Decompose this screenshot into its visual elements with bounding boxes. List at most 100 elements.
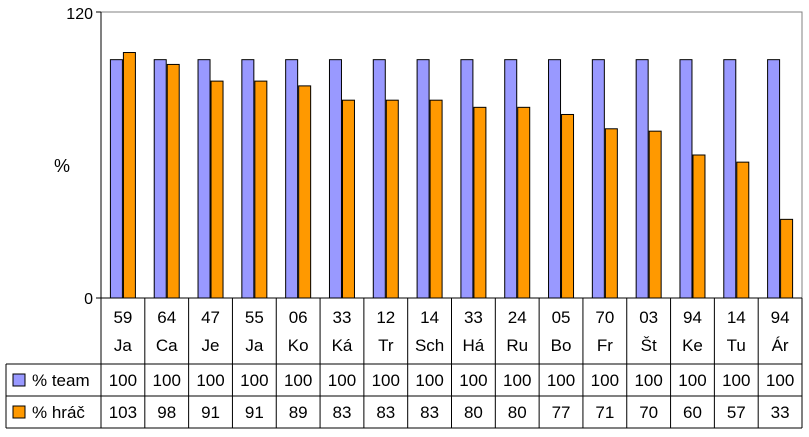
table-cell-team-6: 100 [372, 371, 400, 390]
bar-team-15 [767, 59, 781, 299]
bar-team-2 [197, 59, 211, 299]
category-label-11-1: Fr [597, 336, 613, 355]
bar-team-4 [285, 59, 299, 299]
table-cell-hrac-1: 98 [157, 403, 176, 422]
category-label-10-1: Bo [551, 336, 572, 355]
bar-hrac-0 [122, 52, 136, 299]
category-label-0-1: Ja [114, 336, 133, 355]
bar-team-0 [109, 59, 123, 299]
table-cell-team-5: 100 [328, 371, 356, 390]
category-label-3-1: Ja [245, 336, 264, 355]
table-cell-team-3: 100 [240, 371, 268, 390]
legend-swatch-team [12, 373, 26, 387]
bar-hrac-13 [692, 154, 706, 299]
y-axis-label: % [54, 156, 70, 176]
y-tick-max: 120 [66, 6, 93, 23]
category-label-1-1: Ca [156, 336, 178, 355]
category-label-1-0: 64 [157, 308, 176, 327]
table-cell-team-2: 100 [196, 371, 224, 390]
bar-team-12 [635, 59, 649, 299]
bar-team-13 [679, 59, 693, 299]
category-label-15-1: Ár [772, 336, 789, 355]
table-cell-hrac-0: 103 [109, 403, 137, 422]
legend-label-team: % team [32, 371, 90, 390]
category-label-6-1: Tr [378, 336, 394, 355]
bar-team-7 [416, 59, 430, 299]
table-cell-hrac-9: 80 [508, 403, 527, 422]
category-label-9-0: 24 [508, 308, 527, 327]
category-label-11-0: 70 [595, 308, 614, 327]
bar-team-5 [328, 59, 342, 299]
bar-team-1 [153, 59, 167, 299]
table-cell-team-15: 100 [766, 371, 794, 390]
y-tick-min: 0 [84, 291, 93, 308]
category-label-13-1: Ke [682, 336, 703, 355]
table-cell-hrac-14: 57 [727, 403, 746, 422]
bar-hrac-8 [473, 106, 487, 299]
bar-hrac-5 [341, 99, 355, 299]
category-label-4-1: Ko [288, 336, 309, 355]
category-label-15-0: 94 [771, 308, 790, 327]
bar-hrac-6 [385, 99, 399, 299]
category-label-2-1: Je [202, 336, 220, 355]
bar-hrac-4 [298, 85, 312, 299]
category-label-7-1: Sch [415, 336, 444, 355]
table-cell-team-4: 100 [284, 371, 312, 390]
bar-hrac-1 [166, 63, 180, 299]
table-cell-hrac-15: 33 [771, 403, 790, 422]
table-cell-team-0: 100 [109, 371, 137, 390]
table-cell-hrac-7: 83 [420, 403, 439, 422]
category-label-2-0: 47 [201, 308, 220, 327]
category-label-7-0: 14 [420, 308, 439, 327]
bar-team-10 [548, 59, 562, 299]
table-cell-hrac-3: 91 [245, 403, 264, 422]
table-cell-hrac-10: 77 [552, 403, 571, 422]
bar-hrac-11 [604, 128, 618, 299]
table-cell-team-9: 100 [503, 371, 531, 390]
bar-hrac-14 [736, 161, 750, 299]
category-label-9-1: Ru [506, 336, 528, 355]
table-cell-team-13: 100 [678, 371, 706, 390]
table-cell-team-12: 100 [634, 371, 662, 390]
bar-hrac-15 [780, 218, 794, 299]
category-label-12-1: Št [641, 336, 657, 355]
category-label-14-1: Tu [727, 336, 746, 355]
table-cell-team-1: 100 [153, 371, 181, 390]
category-label-13-0: 94 [683, 308, 702, 327]
table-cell-hrac-11: 71 [595, 403, 614, 422]
bar-hrac-2 [210, 80, 224, 299]
bar-team-14 [723, 59, 737, 299]
bar-team-8 [460, 59, 474, 299]
table-cell-hrac-12: 70 [639, 403, 658, 422]
category-label-14-0: 14 [727, 308, 746, 327]
bar-hrac-3 [254, 80, 268, 299]
table-cell-team-11: 100 [591, 371, 619, 390]
bar-hrac-10 [561, 113, 575, 299]
category-label-12-0: 03 [639, 308, 658, 327]
bar-team-3 [241, 59, 255, 299]
table-cell-team-8: 100 [459, 371, 487, 390]
table-cell-hrac-5: 83 [333, 403, 352, 422]
category-label-4-0: 06 [289, 308, 308, 327]
table-cell-hrac-6: 83 [376, 403, 395, 422]
legend-label-hrac: % hráč [32, 403, 85, 422]
category-label-3-0: 55 [245, 308, 264, 327]
category-label-10-0: 05 [552, 308, 571, 327]
bar-hrac-12 [648, 130, 662, 299]
table-cell-team-10: 100 [547, 371, 575, 390]
legend-swatch-hrac [12, 405, 26, 419]
table-cell-team-14: 100 [722, 371, 750, 390]
bar-team-9 [504, 59, 518, 299]
bar-team-11 [591, 59, 605, 299]
table-cell-hrac-8: 80 [464, 403, 483, 422]
category-label-8-0: 33 [464, 308, 483, 327]
bar-team-6 [372, 59, 386, 299]
bar-hrac-9 [517, 106, 531, 299]
table-cell-hrac-2: 91 [201, 403, 220, 422]
category-label-6-0: 12 [376, 308, 395, 327]
bar-hrac-7 [429, 99, 443, 299]
table-cell-hrac-4: 89 [289, 403, 308, 422]
category-label-5-0: 33 [333, 308, 352, 327]
table-cell-hrac-13: 60 [683, 403, 702, 422]
